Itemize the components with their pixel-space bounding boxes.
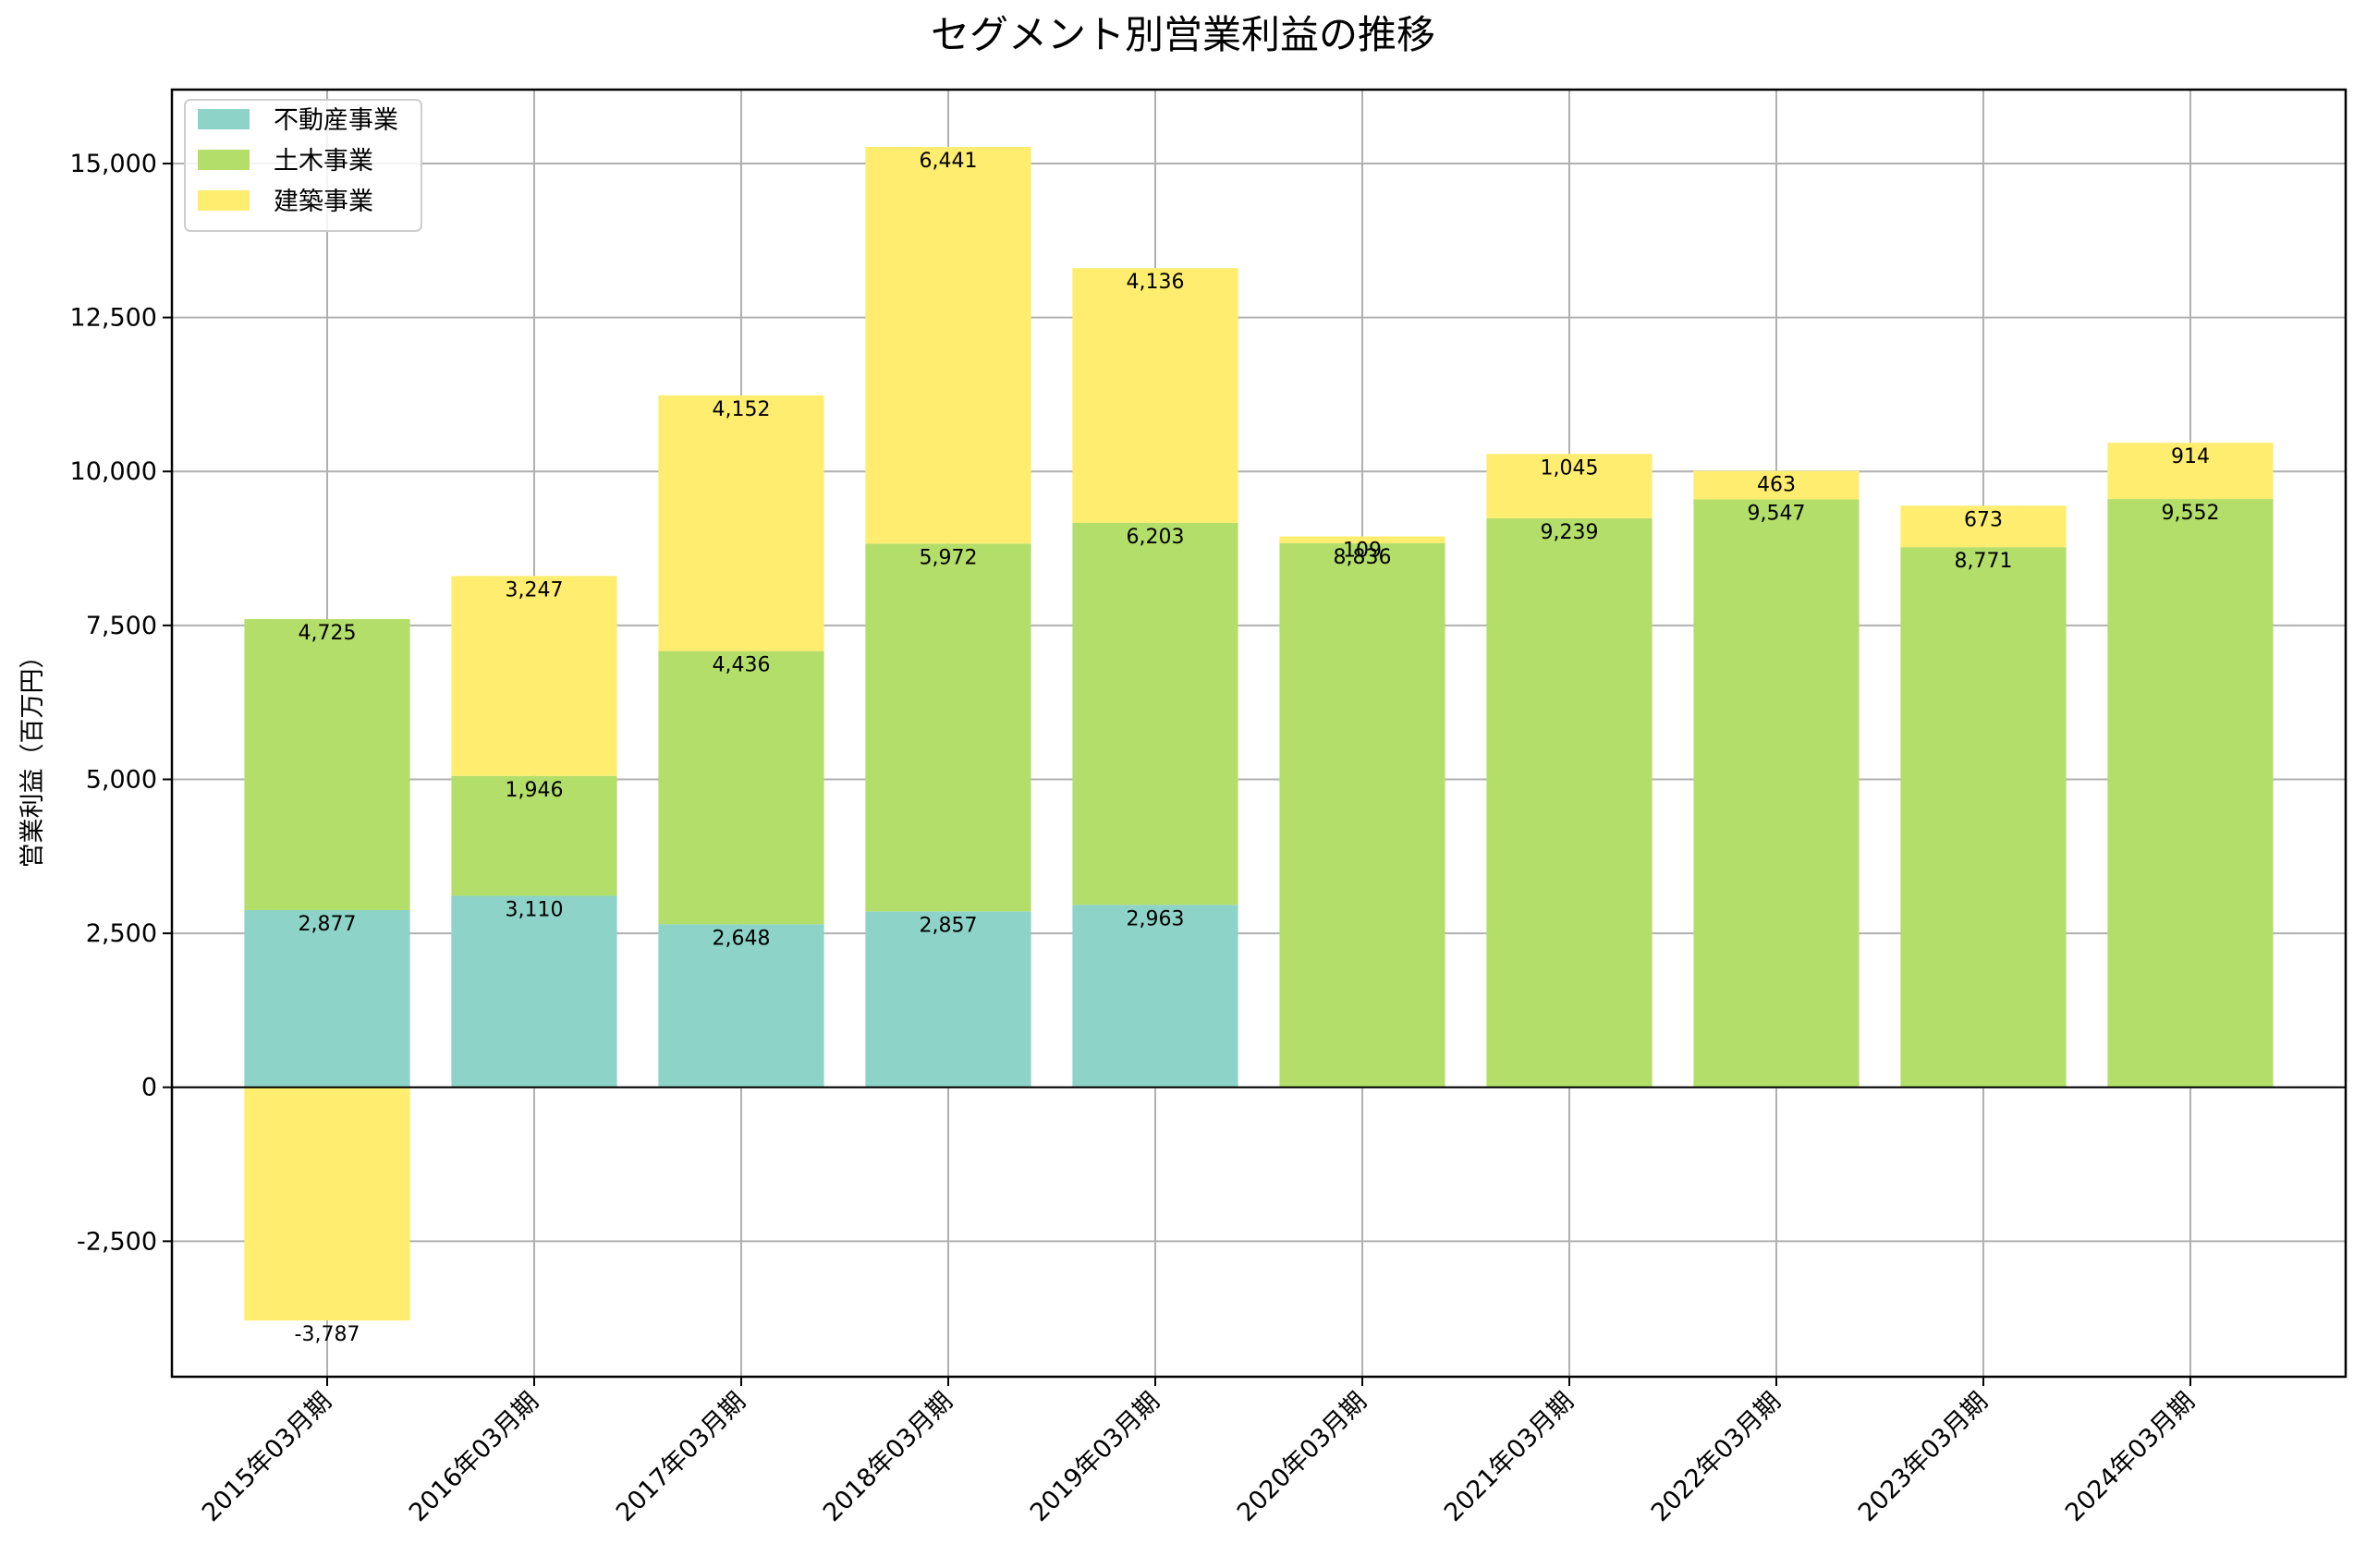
y-tick-label: 15,000	[70, 150, 157, 178]
legend-label: 土木事業	[274, 147, 373, 176]
legend-label: 建築事業	[274, 188, 373, 216]
y-axis-ticks: -2,500 0 2,500 5,000 7,500 10,000 12,500 15,000	[70, 150, 172, 1256]
x-tick-label: 2020年03月期	[1232, 1387, 1372, 1527]
data-labels: 2,877 4,725 -3,787 3,110 1,946 3,247 2,648 4,43…	[295, 150, 2220, 1346]
bar-segment	[1486, 517, 1653, 1088]
data-label: 4,725	[299, 622, 357, 645]
bar-segment	[1693, 470, 1860, 500]
bar-segment	[2107, 499, 2274, 1088]
bar-segment	[1900, 505, 2067, 548]
data-label: 2,877	[299, 913, 357, 936]
x-tick-label: 2016年03月期	[404, 1387, 544, 1527]
legend-swatch	[198, 109, 250, 129]
x-tick-label: 2023年03月期	[1853, 1387, 1994, 1527]
x-axis-ticks: 2015年03月期 2016年03月期 2017年03月期 2018年03月期 2019…	[197, 1377, 2201, 1527]
y-tick-label: 10,000	[70, 457, 157, 486]
bar-segment	[865, 543, 1031, 912]
y-tick-label: 2,500	[86, 919, 157, 948]
bar-segment	[658, 650, 824, 925]
data-label: 9,547	[1748, 502, 1806, 525]
data-label: 9,552	[2162, 502, 2220, 525]
chart-title: セグメント別営業利益の推移	[931, 12, 1435, 57]
legend-label: 不動産事業	[274, 106, 398, 135]
x-tick-label: 2019年03月期	[1025, 1387, 1165, 1527]
x-tick-label: 2017年03月期	[611, 1387, 751, 1527]
y-axis-label: 営業利益（百万円）	[18, 644, 47, 869]
bar-segment	[244, 909, 410, 1088]
bar-segment	[1279, 536, 1445, 543]
x-tick-label: 2021年03月期	[1439, 1387, 1579, 1527]
bar-segment	[1072, 522, 1238, 906]
bar-segment	[1693, 499, 1860, 1088]
x-tick-label: 2024年03月期	[2060, 1387, 2201, 1527]
bars	[244, 146, 2274, 1321]
bar-segment	[865, 146, 1031, 544]
plot-frame	[170, 88, 2348, 1379]
legend-swatch	[198, 150, 250, 170]
data-label: 673	[1964, 508, 2003, 531]
x-tick-label: 2022年03月期	[1646, 1387, 1787, 1527]
data-label: -3,787	[295, 1323, 360, 1346]
x-tick-label: 2018年03月期	[818, 1387, 958, 1527]
data-label: 463	[1757, 474, 1796, 497]
x-tick-label: 2015年03月期	[197, 1387, 337, 1527]
bar-segment	[451, 775, 617, 896]
y-tick-label: -2,500	[77, 1227, 157, 1256]
data-label: 6,203	[1127, 526, 1185, 549]
data-label: 8,771	[1955, 550, 2013, 573]
data-label: 2,963	[1127, 907, 1185, 930]
bar-segment	[1072, 268, 1238, 523]
bar-segment	[1072, 905, 1238, 1088]
data-label: 914	[2171, 445, 2210, 468]
data-label: 6,441	[920, 150, 978, 173]
data-label: 4,436	[713, 654, 771, 677]
bar-segment	[658, 924, 824, 1088]
y-tick-label: 7,500	[86, 612, 157, 640]
data-label: 1,946	[506, 779, 564, 802]
data-label: 4,136	[1127, 271, 1185, 294]
data-label: 109	[1343, 540, 1382, 563]
data-label: 1,045	[1541, 456, 1599, 480]
bar-segment	[1486, 454, 1653, 518]
bar-segment	[865, 911, 1031, 1088]
data-label: 2,857	[920, 914, 978, 937]
bar-segment	[244, 1087, 410, 1321]
bar-segment	[658, 395, 824, 651]
data-label: 9,239	[1541, 521, 1599, 544]
bar-segment	[244, 619, 410, 910]
data-label: 3,110	[506, 898, 564, 921]
data-label: 8,836	[1334, 546, 1392, 569]
y-tick-label: 0	[141, 1074, 157, 1102]
data-label: 3,247	[506, 578, 564, 602]
y-tick-label: 5,000	[86, 765, 157, 794]
data-label: 4,152	[713, 398, 771, 421]
y-tick-label: 12,500	[70, 304, 157, 333]
bar-segment	[451, 576, 617, 776]
data-label: 5,972	[920, 546, 978, 569]
bar-segment	[1900, 547, 2067, 1088]
bar-segment	[2107, 443, 2274, 500]
bar-segment	[451, 895, 617, 1088]
data-label: 2,648	[713, 927, 771, 950]
bar-segment	[1279, 542, 1445, 1088]
legend-swatch	[198, 190, 250, 211]
